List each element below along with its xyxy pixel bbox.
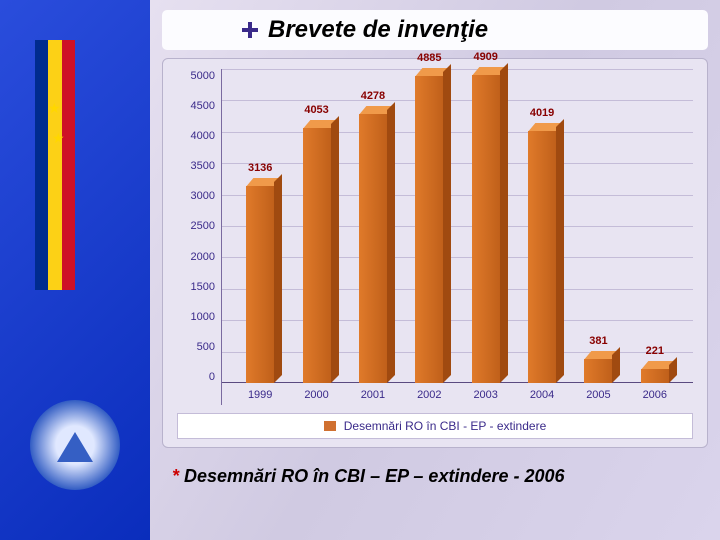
- legend-swatch: [324, 421, 336, 431]
- bar: 4053: [303, 128, 331, 383]
- y-tick: 3500: [177, 161, 221, 172]
- left-sidebar: ★ ★: [0, 0, 150, 540]
- x-tick: 2005: [570, 383, 626, 405]
- flag-stripe-blue: [35, 40, 48, 290]
- bar-slot: 381: [570, 69, 626, 383]
- star-icon: ★: [48, 100, 61, 117]
- bar-value-label: 381: [589, 335, 607, 347]
- bar-value-label: 4909: [473, 51, 497, 63]
- y-tick: 4000: [177, 131, 221, 142]
- agency-seal: [30, 400, 120, 490]
- chart-card: 5000450040003500300025002000150010005000…: [162, 58, 708, 448]
- page-root: ★ ★ Brevete de invenţie 5000450040003500…: [0, 0, 720, 540]
- bar: 4909: [472, 75, 500, 383]
- x-tick: 2000: [288, 383, 344, 405]
- y-tick: 4500: [177, 101, 221, 112]
- bar: 381: [584, 359, 612, 383]
- y-axis: 5000450040003500300025002000150010005000: [177, 69, 221, 405]
- y-tick: 1000: [177, 312, 221, 323]
- bar-slot: 4278: [345, 69, 401, 383]
- bar-value-label: 4019: [530, 107, 554, 119]
- bar: 4278: [359, 114, 387, 383]
- plot: 313640534278488549094019381221 199920002…: [221, 69, 693, 405]
- y-tick: 2500: [177, 221, 221, 232]
- y-tick: 500: [177, 342, 221, 353]
- bar: 3136: [246, 186, 274, 383]
- bar-value-label: 3136: [248, 162, 272, 174]
- y-tick: 2000: [177, 252, 221, 263]
- flag-stripe-red: [62, 40, 75, 290]
- bar-value-label: 4278: [361, 90, 385, 102]
- bar: 4885: [415, 76, 443, 383]
- bar: 4019: [528, 131, 556, 383]
- bar-slot: 4885: [401, 69, 457, 383]
- flag-romania: [35, 40, 75, 290]
- bar-slot: 221: [627, 69, 683, 383]
- plus-bullet-icon: [242, 22, 258, 38]
- bar-slot: 4019: [514, 69, 570, 383]
- legend: Desemnări RO în CBI - EP - extindere: [177, 413, 693, 439]
- x-tick: 2004: [514, 383, 570, 405]
- x-tick: 2003: [458, 383, 514, 405]
- main-content: Brevete de invenţie 50004500400035003000…: [150, 0, 720, 540]
- seal-triangle-icon: [57, 432, 93, 462]
- y-tick: 0: [177, 372, 221, 383]
- footnote: * Desemnări RO în CBI – EP – extindere -…: [162, 466, 708, 487]
- y-tick: 1500: [177, 282, 221, 293]
- x-tick: 2001: [345, 383, 401, 405]
- bar-slot: 4909: [458, 69, 514, 383]
- y-tick: 5000: [177, 71, 221, 82]
- bar: 221: [641, 369, 669, 383]
- title-bar: Brevete de invenţie: [162, 10, 708, 50]
- flag-stripe-yellow: [48, 40, 61, 290]
- bar-value-label: 4053: [304, 104, 328, 116]
- x-tick: 1999: [232, 383, 288, 405]
- footnote-text: Desemnări RO în CBI – EP – extindere - 2…: [179, 466, 565, 486]
- seal-circle: [30, 400, 120, 490]
- footnote-star: *: [172, 466, 179, 486]
- star-icon: ★: [52, 130, 65, 147]
- legend-label: Desemnări RO în CBI - EP - extindere: [344, 419, 547, 433]
- plot-area: 5000450040003500300025002000150010005000…: [177, 69, 693, 405]
- bars-container: 3136 4053 4278 4885 4909 4019 381 221: [232, 69, 683, 383]
- x-tick: 2002: [401, 383, 457, 405]
- bar-slot: 3136: [232, 69, 288, 383]
- bar-value-label: 4885: [417, 52, 441, 64]
- bar-slot: 4053: [288, 69, 344, 383]
- page-title: Brevete de invenţie: [268, 16, 488, 44]
- y-tick: 3000: [177, 191, 221, 202]
- bar-value-label: 221: [646, 345, 664, 357]
- x-tick: 2006: [627, 383, 683, 405]
- x-axis: 19992000200120022003200420052006: [232, 383, 683, 405]
